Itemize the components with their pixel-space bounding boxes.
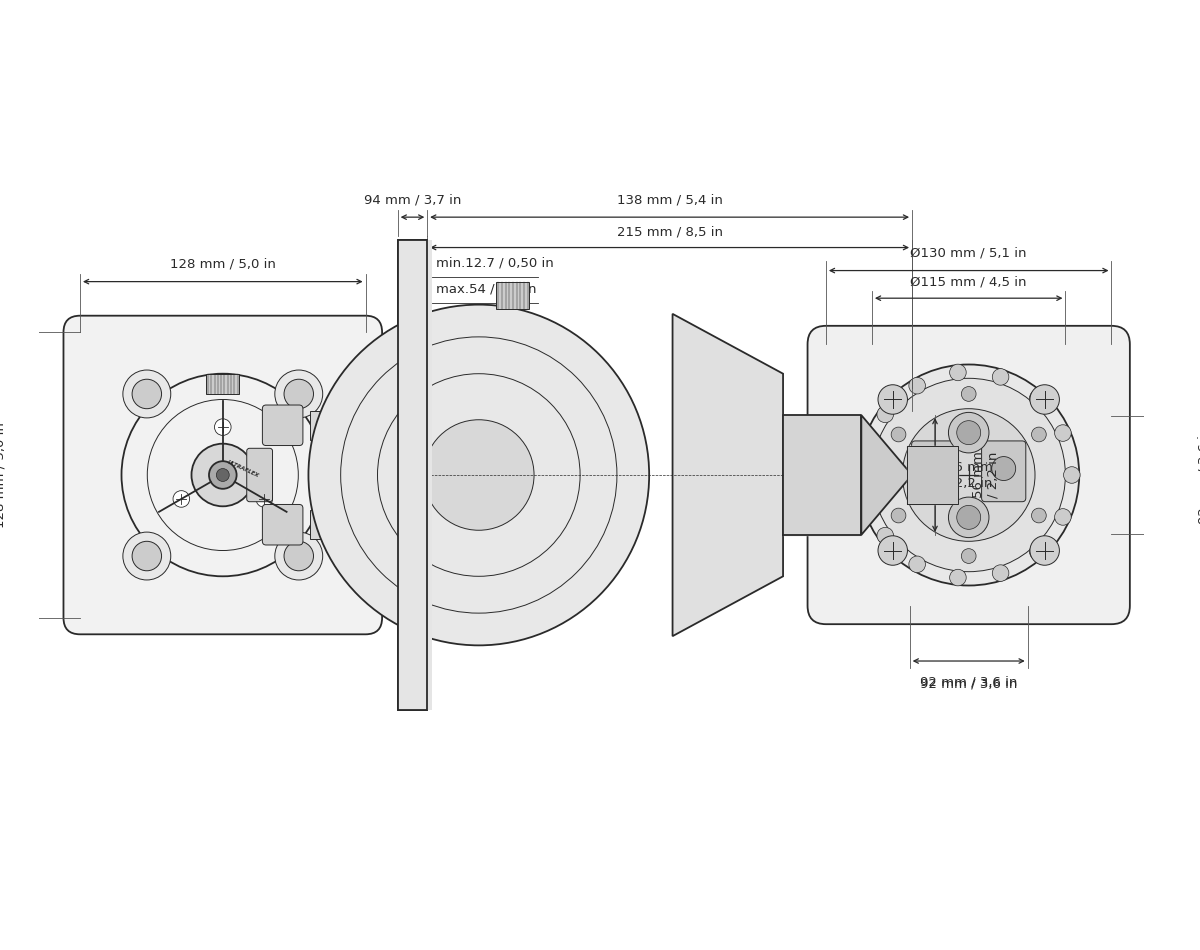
Text: Ø115 mm / 4,5 in: Ø115 mm / 4,5 in [911,276,1027,289]
Bar [397,240,427,710]
Circle shape [275,370,323,418]
Circle shape [284,379,313,408]
Circle shape [1055,508,1072,525]
Circle shape [209,461,236,489]
Text: 128 mm / 5,0 in: 128 mm / 5,0 in [170,257,276,271]
Bar [397,240,432,710]
Circle shape [132,542,162,571]
Bar [311,410,397,440]
Text: min.12.7 / 0,50 in: min.12.7 / 0,50 in [437,256,554,270]
Circle shape [308,305,649,645]
FancyBboxPatch shape [263,405,302,446]
Text: 94 mm / 3,7 in: 94 mm / 3,7 in [364,193,461,206]
Circle shape [1055,425,1072,442]
Circle shape [424,420,534,530]
FancyBboxPatch shape [263,504,302,545]
Circle shape [892,428,906,442]
Bar [311,510,397,540]
Circle shape [961,549,976,563]
Polygon shape [862,415,912,535]
Text: 128 mm / 5,0 in: 128 mm / 5,0 in [0,422,6,528]
Bar [497,281,529,310]
Circle shape [956,505,980,529]
FancyBboxPatch shape [912,441,956,502]
Circle shape [173,490,190,507]
Polygon shape [784,415,862,535]
Circle shape [992,565,1009,581]
Polygon shape [672,314,784,636]
Circle shape [991,457,1015,481]
Bar [397,240,427,710]
Circle shape [877,406,894,423]
Circle shape [1063,466,1080,484]
Circle shape [122,370,170,418]
Circle shape [872,378,1066,572]
Circle shape [256,490,272,507]
Circle shape [956,421,980,445]
Text: 92 mm / 3,6 in: 92 mm / 3,6 in [920,677,1018,691]
Text: 215 mm / 8,5 in: 215 mm / 8,5 in [617,225,722,238]
Text: ULTRAFLEX: ULTRAFLEX [227,459,259,478]
Text: 138 mm / 5,4 in: 138 mm / 5,4 in [617,193,722,206]
FancyBboxPatch shape [64,315,382,635]
Polygon shape [907,446,958,504]
Circle shape [908,556,925,573]
Circle shape [1030,390,1046,407]
Text: Ø130 mm / 5,1 in: Ø130 mm / 5,1 in [911,246,1027,259]
Circle shape [858,365,1079,585]
Circle shape [948,412,989,453]
Text: max.54 / 2,1 in: max.54 / 2,1 in [437,282,536,295]
Circle shape [877,527,894,544]
Text: 92 mm / 3,6 in: 92 mm / 3,6 in [920,675,1018,689]
Circle shape [961,387,976,401]
Circle shape [948,497,989,538]
Circle shape [949,364,966,381]
Circle shape [902,408,1036,542]
Circle shape [992,369,1009,385]
Text: 56 mm
/ 2,2 in: 56 mm / 2,2 in [946,461,992,489]
Circle shape [192,444,254,506]
Circle shape [878,536,907,565]
Circle shape [284,542,313,571]
FancyBboxPatch shape [247,448,272,502]
Circle shape [1030,536,1060,565]
Circle shape [859,446,876,462]
FancyBboxPatch shape [982,441,1026,502]
Circle shape [215,419,232,435]
Circle shape [275,532,323,580]
Circle shape [949,569,966,586]
Circle shape [859,488,876,504]
Text: 92 mm / 3,6 in: 92 mm / 3,6 in [1198,427,1200,523]
Circle shape [122,532,170,580]
FancyBboxPatch shape [808,326,1130,624]
Circle shape [1030,543,1046,560]
Circle shape [1032,428,1046,442]
Bar [206,373,239,394]
Circle shape [1030,385,1060,414]
Circle shape [216,468,229,482]
Circle shape [908,377,925,394]
Circle shape [892,508,906,523]
Circle shape [922,457,946,481]
Circle shape [878,385,907,414]
Circle shape [132,379,162,408]
Circle shape [1032,508,1046,523]
Text: 56 mm
/ 2,2 in: 56 mm / 2,2 in [972,451,1000,499]
